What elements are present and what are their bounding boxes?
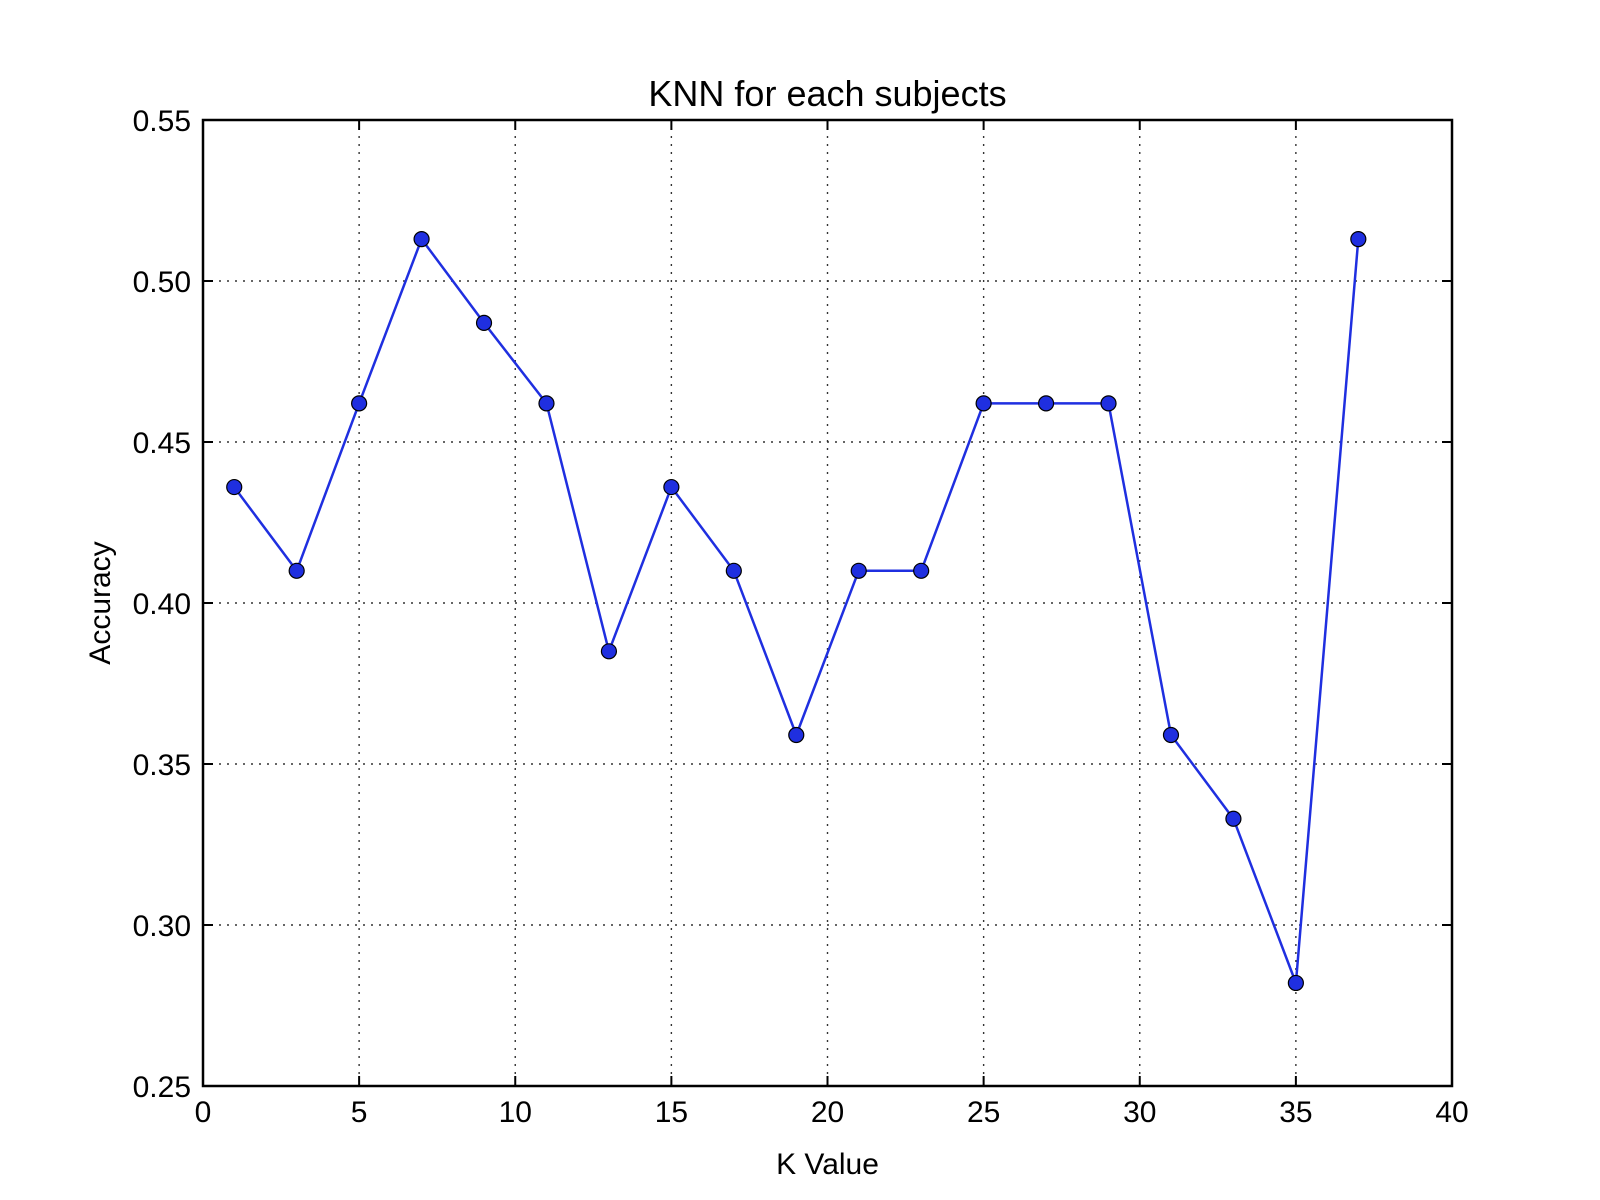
data-point xyxy=(226,478,243,496)
x-tick-label: 0 xyxy=(195,1096,212,1129)
y-tick-label: 0.30 xyxy=(133,910,191,943)
chart-title: KNN for each subjects xyxy=(648,73,1006,114)
data-point xyxy=(538,395,555,412)
data-point xyxy=(1287,974,1304,992)
y-tick-label: 0.45 xyxy=(133,427,191,460)
x-tick-label: 5 xyxy=(351,1096,368,1129)
data-point xyxy=(1100,395,1117,412)
grid-lines xyxy=(203,120,1452,1086)
data-point xyxy=(600,643,618,660)
x-tick-label: 25 xyxy=(967,1096,1000,1129)
data-point xyxy=(725,562,742,579)
y-tick-label: 0.40 xyxy=(133,588,191,621)
x-tick-label: 15 xyxy=(655,1096,688,1129)
x-axis-label: K Value xyxy=(776,1148,879,1181)
x-tick-label: 20 xyxy=(811,1096,844,1129)
x-tick-label: 10 xyxy=(499,1096,532,1129)
data-point xyxy=(288,562,305,579)
data-point xyxy=(413,231,430,248)
data-point xyxy=(351,395,368,412)
y-axis-label: Accuracy xyxy=(84,541,117,664)
data-point xyxy=(1225,810,1242,827)
data-point xyxy=(913,562,930,579)
plot-frame xyxy=(201,118,1454,1088)
data-point xyxy=(788,726,805,744)
y-tick-label: 0.35 xyxy=(133,749,191,782)
y-tick-label: 0.50 xyxy=(133,266,191,299)
x-tick-label: 30 xyxy=(1123,1096,1156,1129)
x-tick-label: 35 xyxy=(1279,1096,1312,1129)
tick-labels: 0 5 10 15 20 25 30 35 40 0.25 0.30 0.35 0.40 0.45 0.50… xyxy=(133,105,1469,1129)
data-point xyxy=(475,314,493,331)
y-tick-label: 0.25 xyxy=(133,1071,191,1104)
y-tick-label: 0.55 xyxy=(133,105,191,138)
data-point xyxy=(850,562,867,579)
data-point xyxy=(1162,726,1180,744)
data-point xyxy=(663,478,680,496)
series-layer xyxy=(226,231,1367,992)
data-point xyxy=(1037,395,1055,412)
data-point xyxy=(1350,231,1367,248)
x-tick-label: 40 xyxy=(1435,1096,1468,1129)
data-point xyxy=(975,395,992,412)
